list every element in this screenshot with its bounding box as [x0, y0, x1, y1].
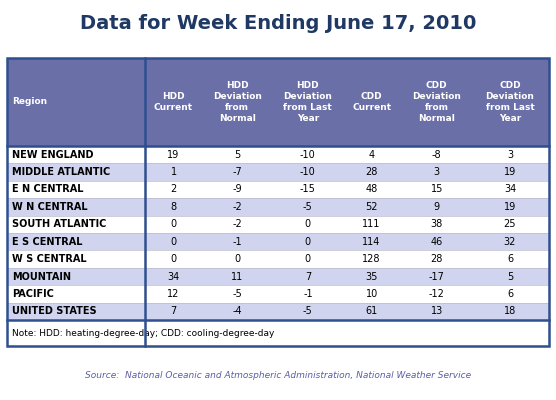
Text: 13: 13: [430, 306, 443, 316]
Text: 61: 61: [365, 306, 378, 316]
Text: 18: 18: [504, 306, 516, 316]
Text: NEW ENGLAND: NEW ENGLAND: [12, 150, 94, 160]
Text: W S CENTRAL: W S CENTRAL: [12, 254, 87, 264]
Text: 3: 3: [434, 167, 440, 177]
Text: HDD
Deviation
from Last
Year: HDD Deviation from Last Year: [284, 81, 332, 123]
Text: 4: 4: [369, 150, 375, 160]
Text: 19: 19: [504, 202, 516, 212]
Text: HDD
Current: HDD Current: [154, 92, 193, 112]
Text: 46: 46: [430, 237, 443, 247]
Text: Note: HDD: heating-degree-day; CDD: cooling-degree-day: Note: HDD: heating-degree-day; CDD: cool…: [12, 328, 275, 338]
Text: 128: 128: [363, 254, 381, 264]
Text: 0: 0: [171, 219, 177, 229]
Text: -12: -12: [429, 289, 445, 299]
Text: 114: 114: [363, 237, 381, 247]
Text: W N CENTRAL: W N CENTRAL: [12, 202, 88, 212]
Text: 15: 15: [430, 184, 443, 194]
Text: 35: 35: [365, 272, 378, 282]
Text: -5: -5: [232, 289, 242, 299]
Text: 52: 52: [365, 202, 378, 212]
Text: 28: 28: [430, 254, 443, 264]
Text: 0: 0: [305, 219, 311, 229]
Text: 5: 5: [234, 150, 240, 160]
Text: 34: 34: [504, 184, 516, 194]
Text: 0: 0: [305, 237, 311, 247]
Text: 10: 10: [365, 289, 378, 299]
Text: 25: 25: [504, 219, 516, 229]
Text: CDD
Current: CDD Current: [352, 92, 391, 112]
Text: -9: -9: [232, 184, 242, 194]
Text: 12: 12: [167, 289, 180, 299]
Text: 0: 0: [234, 254, 240, 264]
Text: -15: -15: [300, 184, 316, 194]
Text: Source:  National Oceanic and Atmospheric Administration, National Weather Servi: Source: National Oceanic and Atmospheric…: [85, 371, 471, 380]
Text: 7: 7: [170, 306, 177, 316]
Text: 9: 9: [434, 202, 440, 212]
Text: 34: 34: [167, 272, 180, 282]
Text: -5: -5: [303, 306, 312, 316]
Text: 0: 0: [171, 237, 177, 247]
Text: 6: 6: [507, 289, 513, 299]
Text: UNITED STATES: UNITED STATES: [12, 306, 97, 316]
Text: -2: -2: [232, 219, 242, 229]
Text: 3: 3: [507, 150, 513, 160]
Text: -10: -10: [300, 167, 316, 177]
Text: -10: -10: [300, 150, 316, 160]
Text: Region: Region: [12, 98, 47, 106]
Text: MIDDLE ATLANTIC: MIDDLE ATLANTIC: [12, 167, 111, 177]
Text: 5: 5: [507, 272, 513, 282]
Text: 11: 11: [231, 272, 244, 282]
Text: 1: 1: [171, 167, 177, 177]
Text: PACIFIC: PACIFIC: [12, 289, 54, 299]
Text: HDD
Deviation
from
Normal: HDD Deviation from Normal: [213, 81, 262, 123]
Text: CDD
Deviation
from Last
Year: CDD Deviation from Last Year: [485, 81, 534, 123]
Text: 0: 0: [305, 254, 311, 264]
Text: 0: 0: [171, 254, 177, 264]
Text: 7: 7: [305, 272, 311, 282]
Text: -1: -1: [232, 237, 242, 247]
Text: CDD
Deviation
from
Normal: CDD Deviation from Normal: [413, 81, 461, 123]
Text: -2: -2: [232, 202, 242, 212]
Text: -5: -5: [303, 202, 312, 212]
Text: 111: 111: [363, 219, 381, 229]
Text: 38: 38: [430, 219, 443, 229]
Text: 28: 28: [365, 167, 378, 177]
Text: E N CENTRAL: E N CENTRAL: [12, 184, 84, 194]
Text: SOUTH ATLANTIC: SOUTH ATLANTIC: [12, 219, 107, 229]
Text: 6: 6: [507, 254, 513, 264]
Text: MOUNTAIN: MOUNTAIN: [12, 272, 71, 282]
Text: 8: 8: [171, 202, 177, 212]
Text: 2: 2: [170, 184, 177, 194]
Text: -7: -7: [232, 167, 242, 177]
Text: -8: -8: [432, 150, 441, 160]
Text: -17: -17: [429, 272, 445, 282]
Text: E S CENTRAL: E S CENTRAL: [12, 237, 83, 247]
Text: 48: 48: [365, 184, 378, 194]
Text: -4: -4: [232, 306, 242, 316]
Text: -1: -1: [303, 289, 312, 299]
Text: Data for Week Ending June 17, 2010: Data for Week Ending June 17, 2010: [80, 14, 476, 33]
Text: 32: 32: [504, 237, 516, 247]
Text: 19: 19: [504, 167, 516, 177]
Text: 19: 19: [167, 150, 180, 160]
